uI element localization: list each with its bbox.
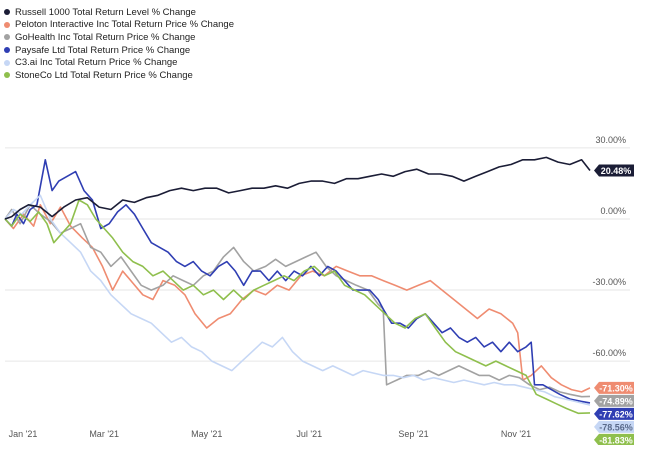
legend-dot-icon <box>4 9 10 16</box>
end-label-tag <box>594 394 634 407</box>
series-line <box>4 159 591 404</box>
x-tick-label: Nov '21 <box>501 429 531 439</box>
series-line <box>4 199 591 415</box>
end-label-text: -74.89% <box>599 396 633 406</box>
y-tick-label: 0.00% <box>600 206 626 216</box>
end-value-labels: 20.48% -71.30% -74.89% -77.62% -78.56% -81.83… <box>594 164 634 446</box>
series-line <box>4 204 591 393</box>
grid-lines <box>5 147 630 362</box>
legend-dot-icon <box>4 59 10 66</box>
legend-label: Russell 1000 Total Return Level % Change <box>15 6 196 18</box>
legend-item[interactable]: Paysafe Ltd Total Return Price % Change <box>4 44 234 57</box>
end-label-tag <box>594 420 634 433</box>
x-tick-label: Jan '21 <box>9 429 38 439</box>
legend-label: C3.ai Inc Total Return Price % Change <box>15 57 178 69</box>
y-axis-ticks: 30.00% 0.00% -30.00% -60.00% <box>592 135 626 358</box>
end-label-text: -81.83% <box>599 435 633 445</box>
x-tick-label: Jul '21 <box>296 429 322 439</box>
end-label-tag <box>594 407 634 420</box>
legend-dot-icon <box>4 72 10 79</box>
legend-dot-icon <box>4 34 10 41</box>
legend-item[interactable]: StoneCo Ltd Total Return Price % Change <box>4 69 234 82</box>
y-tick-label: 30.00% <box>595 135 626 145</box>
end-label-text: 20.48% <box>601 166 632 176</box>
x-axis-ticks: Jan '21 Mar '21 May '21 Jul '21 Sep '21 Nov '… <box>9 429 532 439</box>
chart-legend: Russell 1000 Total Return Level % Change… <box>4 6 234 82</box>
y-tick-label: -30.00% <box>592 277 626 287</box>
legend-item[interactable]: GoHealth Inc Total Return Price % Change <box>4 31 234 44</box>
legend-item[interactable]: C3.ai Inc Total Return Price % Change <box>4 56 234 69</box>
end-label-tag <box>594 433 634 446</box>
series-line <box>4 194 591 406</box>
series-lines <box>4 156 591 415</box>
legend-item[interactable]: Russell 1000 Total Return Level % Change <box>4 6 234 19</box>
series-line <box>4 204 591 398</box>
end-label-text: -71.30% <box>599 383 633 393</box>
end-label-text: -78.56% <box>599 422 633 432</box>
end-label-tag <box>594 164 634 177</box>
x-tick-label: Sep '21 <box>398 429 428 439</box>
legend-item[interactable]: Peloton Interactive Inc Total Return Pri… <box>4 19 234 32</box>
end-label-tag <box>594 381 634 394</box>
series-line <box>4 156 591 220</box>
legend-label: StoneCo Ltd Total Return Price % Change <box>15 69 193 81</box>
x-tick-label: Mar '21 <box>89 429 119 439</box>
x-tick-label: May '21 <box>191 429 222 439</box>
legend-label: GoHealth Inc Total Return Price % Change <box>15 31 196 43</box>
y-tick-label: -60.00% <box>592 348 626 358</box>
legend-label: Paysafe Ltd Total Return Price % Change <box>15 44 191 56</box>
end-label-text: -77.62% <box>599 409 633 419</box>
legend-dot-icon <box>4 21 10 28</box>
legend-dot-icon <box>4 47 10 54</box>
legend-label: Peloton Interactive Inc Total Return Pri… <box>15 19 234 31</box>
